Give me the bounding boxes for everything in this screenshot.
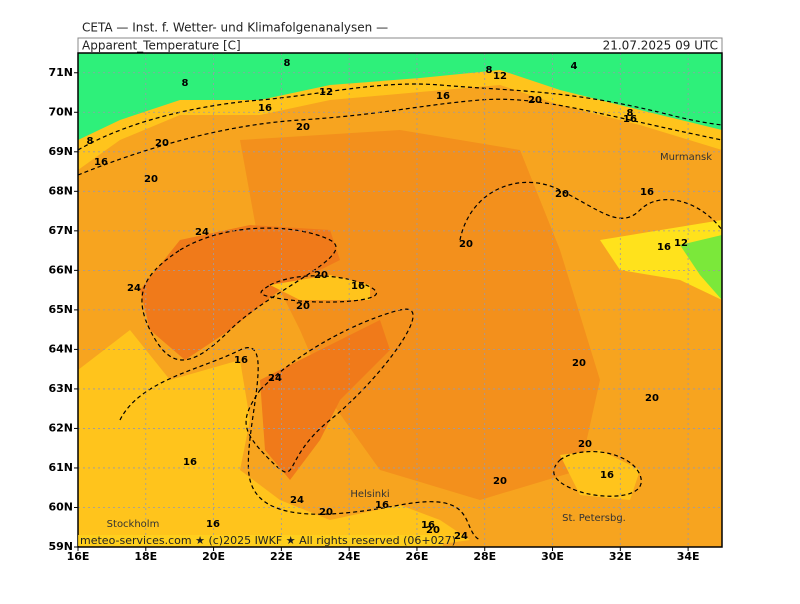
contour-label: 12 [674,238,688,249]
contour-label: 16 [183,457,197,468]
contour [260,275,377,303]
contour-label: 16 [657,242,671,253]
city-label: Helsinki [350,489,389,500]
contour-label: 16 [436,91,450,102]
contour-label: 8 [627,108,634,119]
field-cool [270,275,370,300]
contour-label: 20 [319,507,333,518]
agency: CETA — Inst. f. Wetter- und Klimafolgena… [82,21,388,35]
contour-label: 20 [296,122,310,133]
lat-tick-label: 63N [48,382,73,395]
contour-label: 20 [426,525,440,536]
field-cold [78,53,722,140]
contour-label: 20 [459,239,473,250]
lat-tick-label: 59N [48,540,73,553]
contour-label: 20 [144,174,158,185]
contour-label: 16 [375,500,389,511]
contour-label: 20 [555,189,569,200]
contour [119,347,481,541]
contour-label: 20 [155,138,169,149]
lat-tick-label: 61N [48,461,73,474]
contour-label: 16 [206,519,220,530]
map-area [78,53,722,547]
lat-tick-label: 67N [48,224,73,237]
contour-label: 16 [351,281,365,292]
lon-tick-label: 18E [134,550,157,563]
lon-tick-label: 16E [67,550,90,563]
contour-label: 24 [290,495,304,506]
contour-label: 24 [195,227,209,238]
contour-label: 20 [528,95,542,106]
variable: Apparent_Temperature [C] [82,39,241,53]
lon-tick-label: 34E [677,550,700,563]
contour-label: 20 [314,270,328,281]
map-frame [77,52,723,548]
contour-label: 24 [268,373,282,384]
footer-bg [78,535,443,546]
contour-label: 20 [296,301,310,312]
contour [459,181,722,241]
contour-label: 8 [486,65,493,76]
contour-label: 12 [493,71,507,82]
city-label: St. Petersbg. [562,513,626,524]
field-cool [78,330,470,547]
lon-tick-label: 20E [202,550,225,563]
contour [245,308,414,473]
contour-label: 16 [600,470,614,481]
field-cool [600,220,722,300]
lat-tick-label: 69N [48,145,73,158]
lon-tick-label: 32E [609,550,632,563]
contour-label: 16 [234,355,248,366]
lat-tick-label: 66N [48,263,73,276]
contour-label: 8 [284,58,291,69]
contour-label: 24 [454,531,468,542]
contour [78,98,722,176]
lon-tick-label: 24E [338,550,361,563]
contour [553,450,642,497]
field-warm [240,130,600,500]
contour-label: 16 [623,114,637,125]
contour-label: 20 [578,439,592,450]
contour-label: 20 [572,358,586,369]
contour-label: 16 [640,187,654,198]
lon-tick-label: 28E [473,550,496,563]
lat-tick-label: 64N [48,342,73,355]
lon-tick-label: 26E [406,550,429,563]
field-hot [260,320,390,480]
city-label: Stockholm [107,519,160,530]
lat-tick-label: 68N [48,184,73,197]
field-hot [140,225,340,360]
contour-label: 16 [258,103,272,114]
field-cold [680,235,722,300]
footer: meteo-services.com ★ (c)2025 IWKF ★ All … [80,534,456,547]
lat-tick-label: 62N [48,421,73,434]
lon-tick-label: 22E [270,550,293,563]
lat-tick-label: 65N [48,303,73,316]
field-cool [560,450,640,500]
contour [141,227,337,361]
lat-tick-label: 60N [48,500,73,513]
contour-label: 24 [127,283,141,294]
contour-label: 16 [94,157,108,168]
valid-time: 21.07.2025 09 UTC [603,39,718,53]
contour-label: 16 [421,520,435,531]
contour-label: 20 [645,393,659,404]
contour-label: 8 [182,78,189,89]
contour-label: 4 [571,61,578,72]
contour [78,83,722,151]
lat-tick-label: 70N [48,105,73,118]
contour-label: 20 [493,476,507,487]
lat-tick-label: 71N [48,66,73,79]
city-label: Murmansk [660,152,712,163]
contour-label: 12 [319,87,333,98]
lon-tick-label: 30E [541,550,564,563]
contour-label: 8 [87,136,94,147]
